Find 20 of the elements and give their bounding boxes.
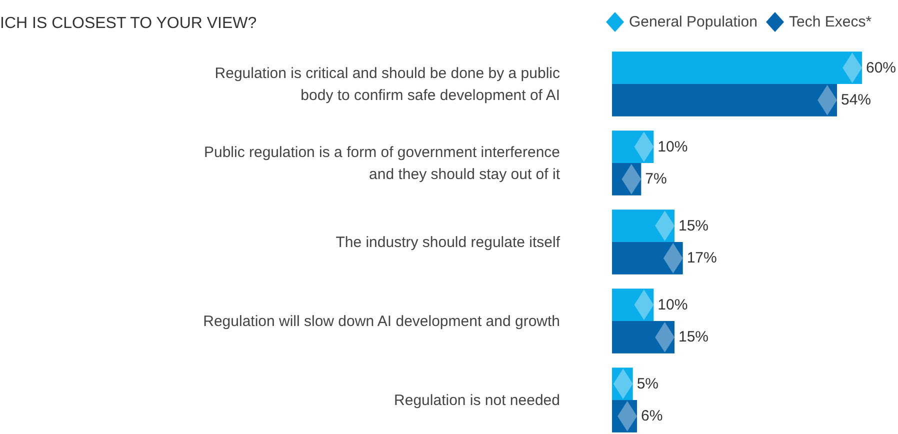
y-tick-label: Regulation is not needed	[394, 392, 560, 409]
legend-label: Tech Execs*	[789, 14, 872, 30]
data-label: 6%	[641, 408, 663, 425]
bar	[612, 52, 862, 84]
data-label: 7%	[645, 170, 667, 188]
data-label: 10%	[658, 296, 688, 314]
legend-label: General Population	[629, 14, 758, 30]
y-tick-label: The industry should regulate itself	[336, 234, 561, 250]
data-label: 54%	[841, 92, 872, 109]
y-tick-label: Public regulation is a form of government interference and they should stay out of it	[204, 143, 561, 182]
data-label: 15%	[678, 217, 709, 234]
y-tick-label: Regulation will slow down AI development and growth	[203, 312, 560, 330]
text: ICH IS CLOSEST TO YOUR VIEW?	[0, 15, 257, 32]
bar	[612, 84, 837, 116]
data-label: 60%	[866, 59, 896, 76]
data-label: 17%	[686, 250, 717, 267]
y-tick-label: Regulation is critical and should be done by a public body to confirm safe development of AI	[214, 64, 560, 104]
data-label: 15%	[678, 328, 709, 346]
data-label: 10%	[658, 138, 688, 156]
data-label: 5%	[636, 375, 659, 392]
